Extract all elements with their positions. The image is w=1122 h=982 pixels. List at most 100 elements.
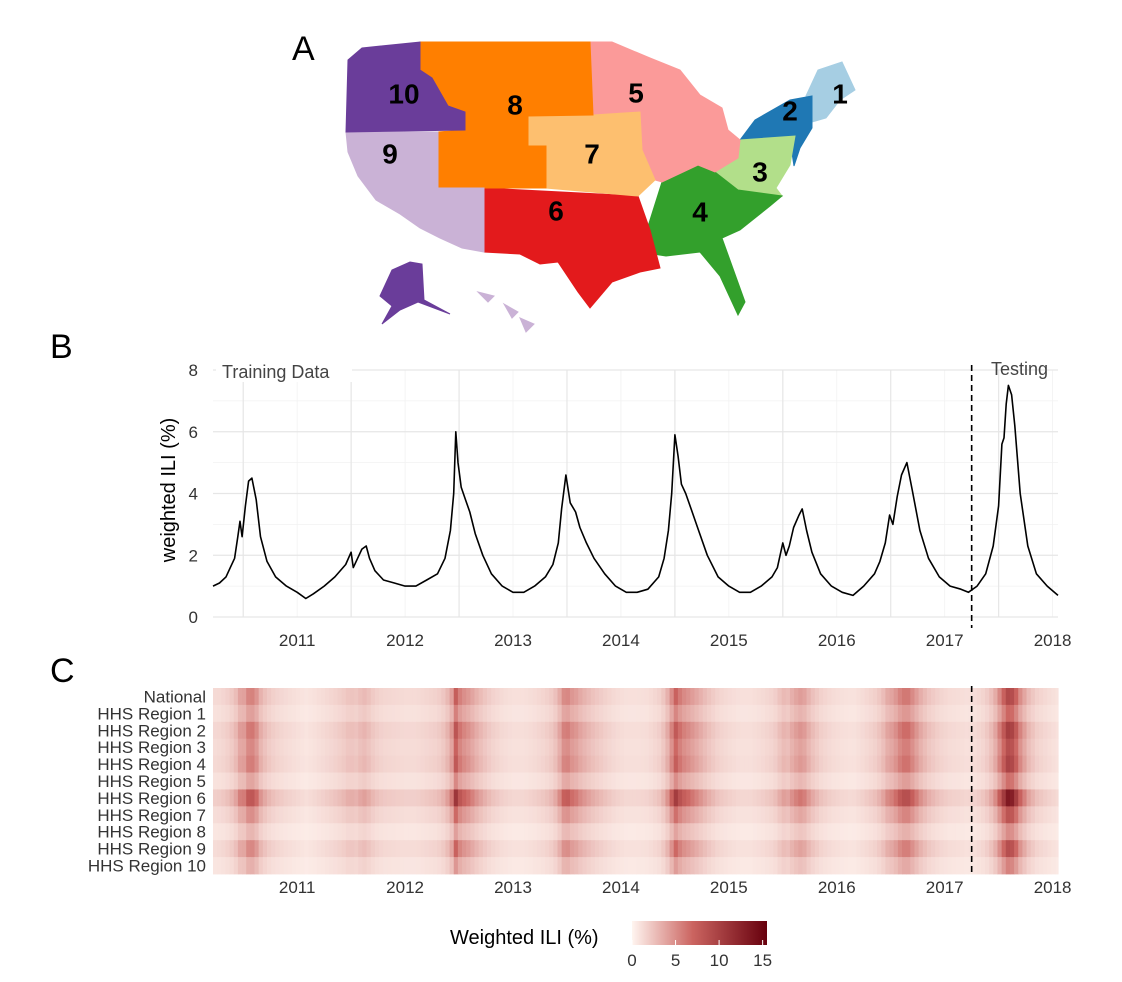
- heatmap-row-label: HHS Region 7: [97, 806, 206, 825]
- heatmap-cell: [345, 789, 351, 807]
- heatmap-cell: [399, 738, 405, 757]
- heatmap-cell: [839, 704, 845, 723]
- heatmap-cell: [437, 755, 442, 773]
- heatmap-cell: [466, 688, 471, 706]
- heatmap-cell: [337, 823, 343, 841]
- heatmap-cell: [229, 806, 235, 824]
- heatmap-cell: [657, 857, 662, 875]
- heatmap-cell: [329, 704, 334, 723]
- heatmap-cell: [594, 688, 600, 706]
- heatmap-cell: [661, 738, 667, 757]
- heatmap-cell: [785, 772, 791, 790]
- heatmap-cell: [777, 840, 783, 858]
- heatmap-cell: [316, 789, 322, 807]
- heatmap-cell: [665, 772, 671, 790]
- heatmap-cell: [872, 823, 878, 841]
- heatmap-cell: [781, 806, 787, 824]
- heatmap-cell: [1030, 806, 1036, 824]
- heatmap-cell: [582, 738, 588, 757]
- heatmap-cell: [242, 789, 247, 807]
- x-tick-label: 2017: [926, 631, 964, 650]
- heatmap-cell: [266, 857, 272, 875]
- heatmap-cell: [902, 823, 907, 841]
- heatmap-cell: [599, 755, 604, 773]
- heatmap-cell: [935, 789, 940, 807]
- heatmap-cell: [536, 721, 542, 740]
- heatmap-cell: [217, 738, 222, 757]
- map-region-label-7: 7: [584, 138, 600, 169]
- heatmap-cell: [802, 806, 808, 824]
- heatmap-cell: [939, 789, 945, 807]
- heatmap-cell: [781, 704, 787, 723]
- heatmap-cell: [316, 755, 322, 773]
- heatmap-cell: [536, 840, 542, 858]
- heatmap-cell: [354, 857, 359, 875]
- heatmap-cell: [752, 704, 758, 723]
- heatmap-cell: [1014, 789, 1019, 807]
- heatmap-cell: [848, 772, 853, 790]
- heatmap-cell: [1047, 789, 1053, 807]
- heatmap-cell: [528, 840, 534, 858]
- heatmap-cell: [304, 755, 310, 773]
- heatmap-cell: [935, 772, 940, 790]
- heatmap-cell: [441, 738, 447, 757]
- heatmap-cell: [976, 806, 982, 824]
- heatmap-cell: [237, 823, 243, 841]
- heatmap-cell: [794, 823, 799, 841]
- heatmap-cell: [291, 738, 297, 757]
- heatmap-cell: [752, 823, 758, 841]
- heatmap-cell: [636, 840, 642, 858]
- heatmap-cell: [789, 806, 795, 824]
- heatmap-cell: [636, 789, 642, 807]
- heatmap-cell: [213, 704, 218, 723]
- heatmap-cell: [661, 840, 667, 858]
- heatmap-cell: [345, 840, 351, 858]
- heatmap-cell: [345, 755, 351, 773]
- heatmap-cell: [503, 688, 509, 706]
- heatmap-cell: [877, 688, 882, 706]
- heatmap-cell: [528, 772, 534, 790]
- heatmap-cell: [682, 806, 687, 824]
- heatmap-cell: [889, 704, 895, 723]
- heatmap-cell: [1034, 738, 1040, 757]
- heatmap-cell: [594, 721, 600, 740]
- heatmap-cell: [254, 738, 260, 757]
- heatmap-cell: [412, 688, 417, 706]
- heatmap-cell: [902, 840, 907, 858]
- x-tick-label: 2011: [279, 631, 316, 650]
- heatmap-cell: [935, 806, 940, 824]
- heatmap-cell: [926, 721, 932, 740]
- heatmap-cell: [823, 755, 828, 773]
- heatmap-cell: [254, 857, 260, 875]
- heatmap-cell: [499, 823, 505, 841]
- training-label-bg: [216, 356, 352, 382]
- heatmap-cell: [320, 789, 326, 807]
- heatmap-cell: [466, 738, 471, 757]
- heatmap-cell: [765, 755, 770, 773]
- heatmap-cell: [213, 789, 218, 807]
- heatmap-cell: [723, 704, 729, 723]
- heatmap-cell: [524, 755, 530, 773]
- heatmap-cell: [756, 772, 762, 790]
- heatmap-cell: [391, 704, 397, 723]
- heatmap-cell: [341, 840, 347, 858]
- heatmap-cell: [395, 840, 401, 858]
- heatmap-cell: [233, 806, 239, 824]
- heatmap-cell: [968, 806, 974, 824]
- heatmap-cell: [947, 789, 953, 807]
- heatmap-cell: [993, 823, 999, 841]
- heatmap-cell: [349, 823, 355, 841]
- heatmap-cell: [561, 840, 567, 858]
- heatmap-cell: [229, 721, 235, 740]
- heatmap-cell: [756, 840, 762, 858]
- heatmap-cell: [623, 772, 629, 790]
- heatmap-cell: [213, 823, 218, 841]
- heatmap-cell: [482, 738, 488, 757]
- heatmap-cell: [852, 704, 857, 723]
- heatmap-cell: [819, 755, 824, 773]
- heatmap-cell: [578, 806, 584, 824]
- heatmap-cell: [810, 755, 816, 773]
- heatmap-cell: [615, 688, 621, 706]
- heatmap-cell: [395, 704, 401, 723]
- heatmap-cell: [702, 738, 708, 757]
